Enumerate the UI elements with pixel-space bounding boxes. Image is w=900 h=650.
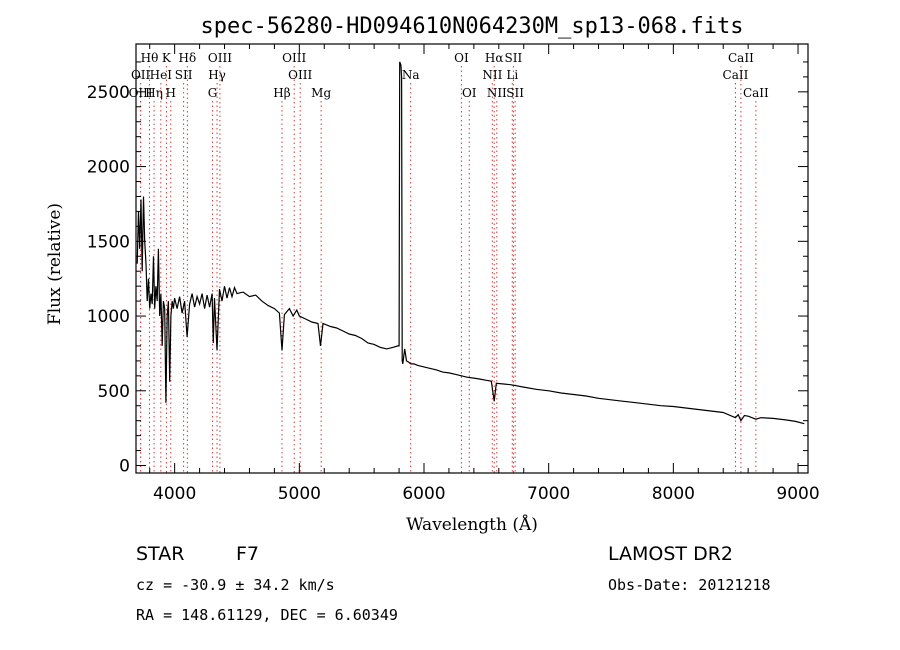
line-label-23: Mg bbox=[311, 86, 331, 100]
y-axis-label: Flux (relative) bbox=[45, 203, 65, 325]
line-label-12: Hγ bbox=[208, 68, 226, 82]
x-tick-label-2: 6000 bbox=[402, 484, 445, 504]
line-label-8: CaII bbox=[728, 51, 754, 65]
line-label-22: Hβ bbox=[273, 86, 290, 100]
line-label-26: SII bbox=[506, 86, 524, 100]
line-label-3: OIII bbox=[208, 51, 232, 65]
spectrum-line bbox=[136, 61, 805, 425]
line-label-7: SII bbox=[505, 51, 523, 65]
x-tick-label-3: 7000 bbox=[527, 484, 570, 504]
line-label-24: OI bbox=[462, 86, 477, 100]
y-tick-label-2: 1000 bbox=[87, 307, 130, 327]
line-label-21: G bbox=[208, 86, 218, 100]
line-markers bbox=[140, 66, 757, 473]
line-label-25: NII bbox=[487, 86, 507, 100]
line-label-17: CaII bbox=[723, 68, 749, 82]
x-tick-label-1: 5000 bbox=[278, 484, 321, 504]
y-tick-label-3: 1500 bbox=[87, 232, 130, 252]
object-class: STAR bbox=[136, 543, 184, 565]
line-label-6: Hα bbox=[485, 51, 504, 65]
redshift-text: cz = -30.9 ± 34.2 km/s bbox=[136, 576, 335, 594]
x-tick-label-5: 9000 bbox=[776, 484, 819, 504]
object-subclass: F7 bbox=[236, 543, 259, 565]
line-label-27: CaII bbox=[743, 86, 769, 100]
line-label-13: OIII bbox=[288, 68, 312, 82]
line-label-19: Hη bbox=[145, 86, 163, 100]
line-label-14: Na bbox=[402, 68, 420, 82]
x-tick-label-4: 8000 bbox=[652, 484, 695, 504]
line-label-20: H bbox=[166, 86, 176, 100]
obs-date-text: Obs-Date: 20121218 bbox=[608, 576, 771, 594]
line-label-5: OI bbox=[454, 51, 469, 65]
chart-title: spec-56280-HD094610N064230M_sp13-068.fit… bbox=[200, 14, 743, 39]
line-label-11: SII bbox=[175, 68, 193, 82]
coordinates-text: RA = 148.61129, DEC = 6.60349 bbox=[136, 606, 398, 624]
line-label-1: K bbox=[162, 51, 172, 65]
axis-ticks: 4000 5000 6000 7000 8000 9000 0 500 1000 1500 2000… bbox=[87, 44, 820, 504]
y-tick-label-4: 2000 bbox=[87, 158, 130, 178]
y-tick-label-0: 0 bbox=[119, 457, 130, 477]
survey-name: LAMOST DR2 bbox=[608, 543, 733, 565]
line-label-10: HeI bbox=[150, 68, 173, 82]
line-label-4: OIII bbox=[282, 51, 306, 65]
x-axis-label: Wavelength (Å) bbox=[406, 514, 538, 535]
line-label-16: Li bbox=[506, 68, 518, 82]
y-tick-label-5: 2500 bbox=[87, 83, 130, 103]
line-label-2: Hδ bbox=[179, 51, 197, 65]
line-label-9: OII bbox=[131, 68, 151, 82]
line-label-18: OIII bbox=[129, 86, 153, 100]
plot-frame bbox=[135, 43, 809, 474]
x-tick-label-0: 4000 bbox=[153, 484, 196, 504]
y-tick-label-1: 500 bbox=[98, 382, 130, 402]
line-label-0: Hθ bbox=[141, 51, 159, 65]
line-label-15: NII bbox=[482, 68, 502, 82]
